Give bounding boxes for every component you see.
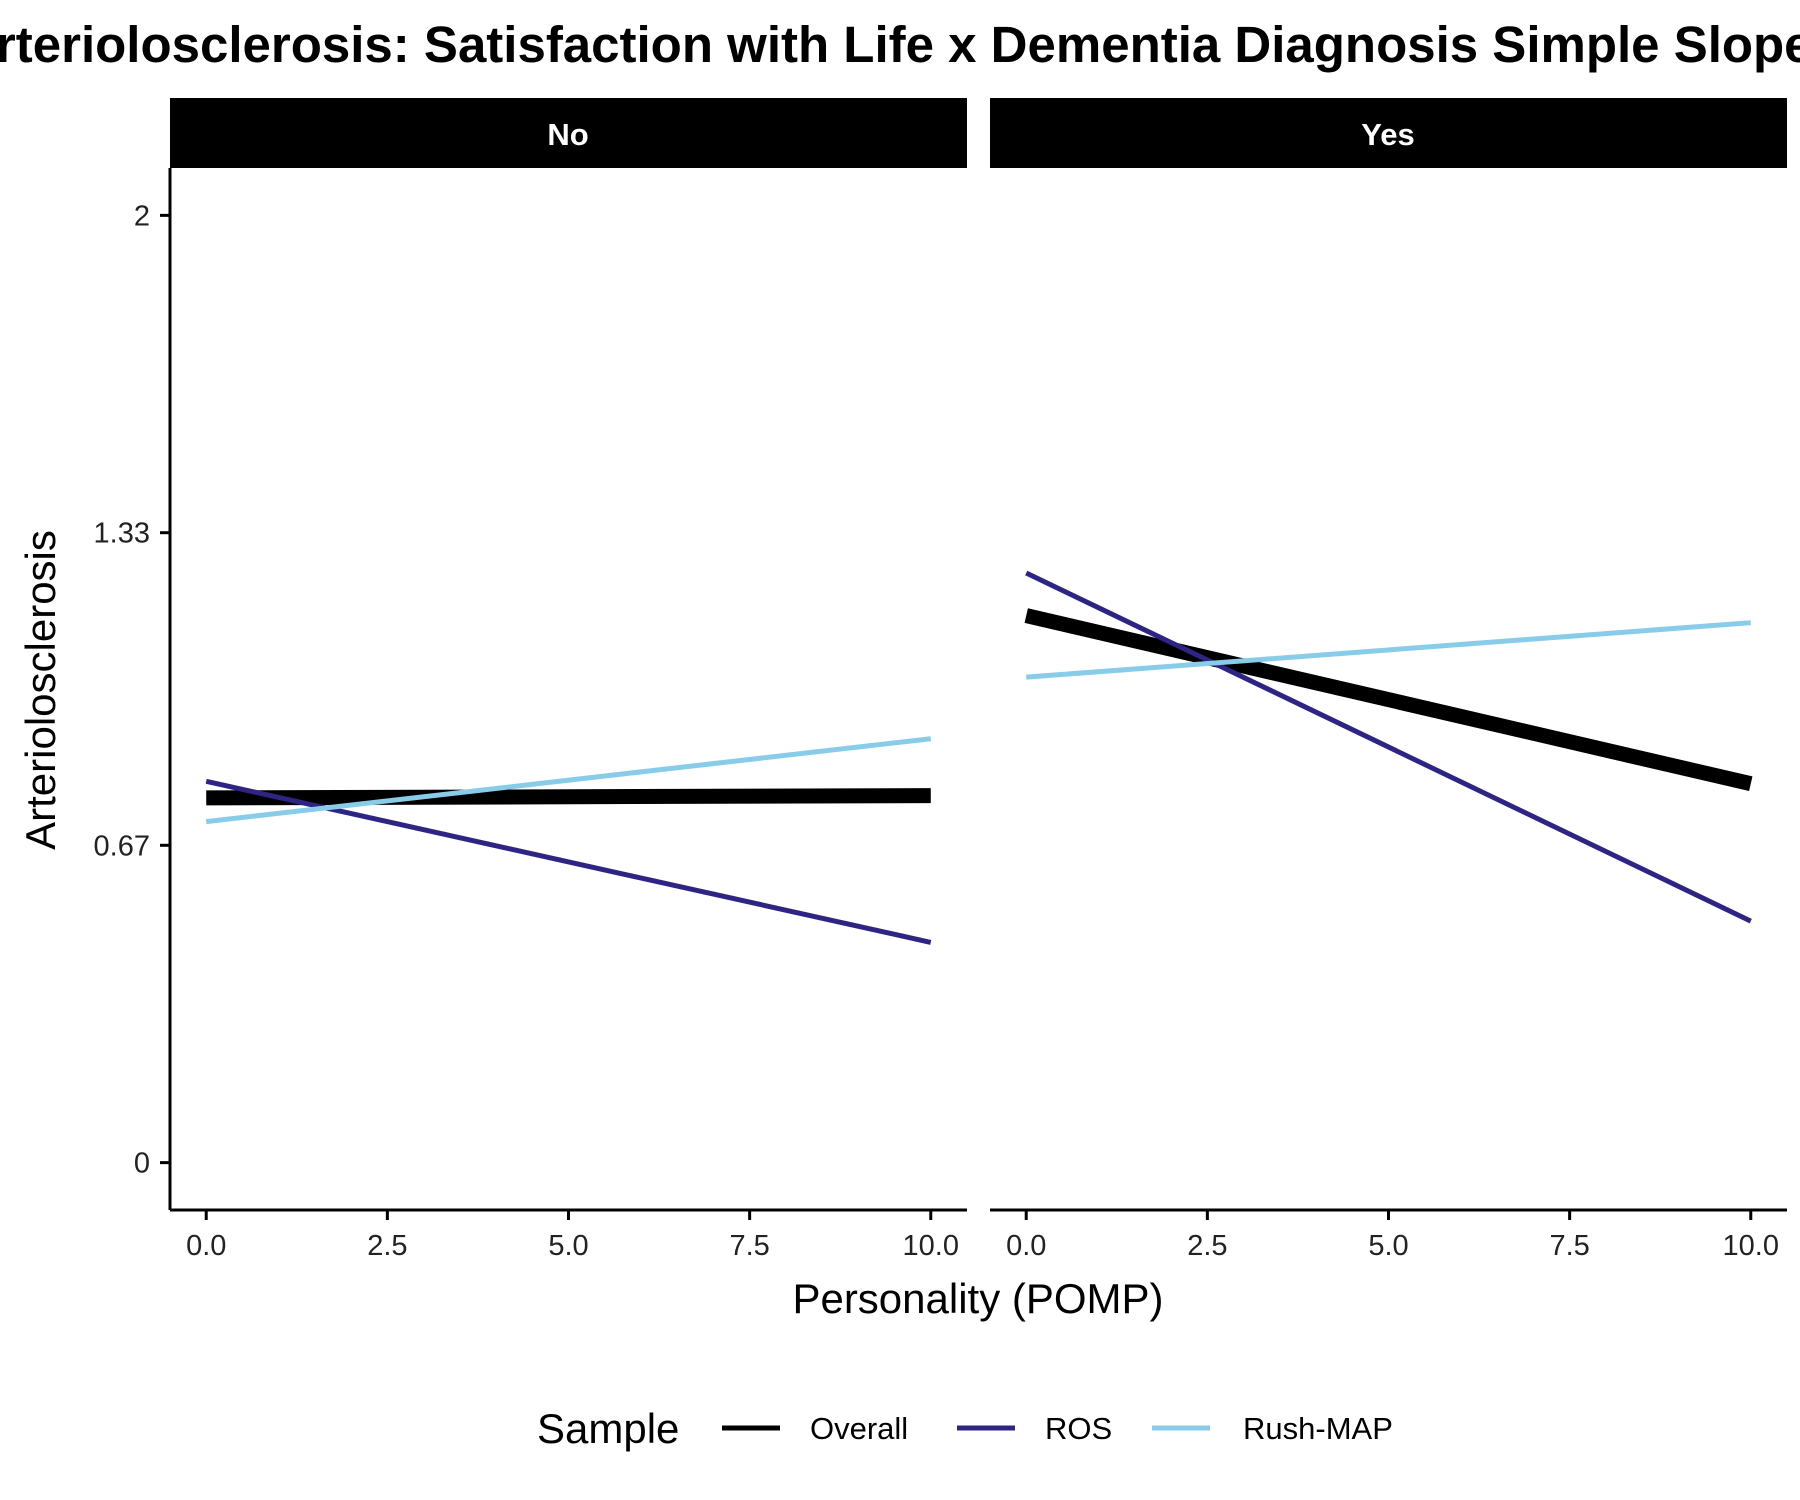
legend-label-ros: ROS bbox=[1045, 1411, 1112, 1446]
x-tick-label-no-4: 10.0 bbox=[903, 1230, 959, 1262]
series-line-overall-yes bbox=[1024, 608, 1753, 792]
y-tick-label-3: 2 bbox=[134, 200, 150, 232]
facet-strip-no-background bbox=[170, 98, 967, 168]
x-tick-label-yes-0: 0.0 bbox=[1006, 1230, 1046, 1262]
series-line-ros-no bbox=[205, 778, 932, 945]
x-tick-label-no-0: 0.0 bbox=[186, 1230, 226, 1262]
x-tick-label-yes-4: 10.0 bbox=[1723, 1230, 1779, 1262]
chart-title: Arteriolosclerosis: Satisfaction with Li… bbox=[0, 16, 1800, 73]
facet-panel-yes: 0.0 2.5 5.0 7.5 10.0 bbox=[990, 570, 1787, 1262]
series-line-overall-no bbox=[206, 788, 931, 806]
legend-title: Sample bbox=[537, 1405, 679, 1452]
y-tick-label-0: 0 bbox=[134, 1148, 150, 1180]
series-line-ros-yes bbox=[1025, 570, 1752, 924]
series-line-rush-map-no bbox=[205, 736, 932, 825]
x-tick-label-no-1: 2.5 bbox=[367, 1230, 407, 1262]
facet-strip-yes-label: Yes bbox=[1361, 117, 1414, 152]
legend: Sample Overall ROS Rush-MAP bbox=[537, 1405, 1393, 1452]
y-tick-label-1: 0.67 bbox=[94, 830, 150, 862]
x-tick-label-yes-2: 5.0 bbox=[1368, 1230, 1408, 1262]
x-tick-label-no-3: 7.5 bbox=[729, 1230, 769, 1262]
x-tick-label-no-2: 5.0 bbox=[548, 1230, 588, 1262]
series-line-rush-map-yes bbox=[1026, 620, 1751, 680]
y-axis: 0 0.67 1.33 2 bbox=[94, 200, 170, 1180]
facet-strip-no-label: No bbox=[547, 117, 588, 152]
x-axis-title: Personality (POMP) bbox=[792, 1275, 1163, 1322]
facet-panel-no: 0.0 2.5 5.0 7.5 10.0 bbox=[168, 168, 967, 1262]
y-tick-label-2: 1.33 bbox=[94, 518, 150, 550]
facet-strip-yes-background bbox=[990, 98, 1787, 168]
facet-strip-no: No bbox=[170, 98, 967, 168]
y-axis-title: Arteriolosclerosis bbox=[17, 530, 64, 850]
legend-label-rush-map: Rush-MAP bbox=[1243, 1411, 1393, 1446]
facet-strip-yes: Yes bbox=[990, 98, 1787, 168]
legend-label-overall: Overall bbox=[810, 1411, 908, 1446]
x-tick-label-yes-3: 7.5 bbox=[1549, 1230, 1589, 1262]
x-tick-label-yes-1: 2.5 bbox=[1187, 1230, 1227, 1262]
